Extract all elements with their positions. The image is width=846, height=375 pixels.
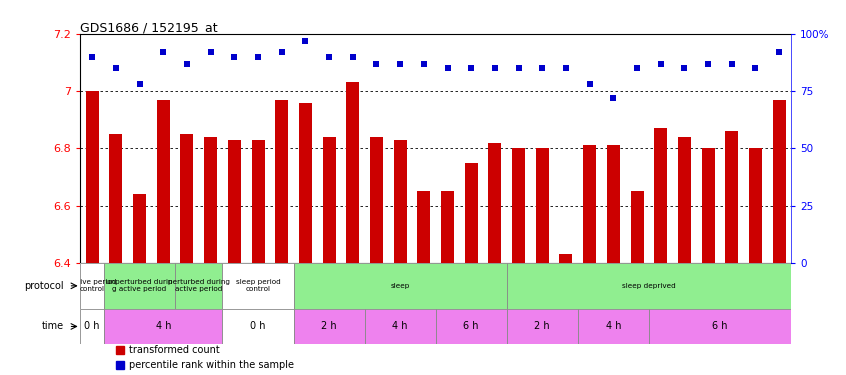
Point xyxy=(417,60,431,66)
Bar xyxy=(109,134,123,263)
Bar xyxy=(436,309,507,344)
Point xyxy=(536,65,549,71)
Bar xyxy=(370,137,383,263)
Bar xyxy=(578,309,649,344)
Text: 4 h: 4 h xyxy=(393,321,408,332)
Bar xyxy=(204,137,217,263)
Point xyxy=(109,65,123,71)
Point xyxy=(299,38,312,44)
Point xyxy=(607,95,620,101)
Bar xyxy=(80,263,104,309)
Point xyxy=(157,49,170,55)
Bar xyxy=(512,148,525,263)
Bar xyxy=(80,309,104,344)
Bar xyxy=(222,263,294,309)
Bar xyxy=(222,309,294,344)
Text: GDS1686 / 152195_at: GDS1686 / 152195_at xyxy=(80,21,218,34)
Bar xyxy=(116,345,124,354)
Point xyxy=(228,54,241,60)
Point xyxy=(488,65,502,71)
Bar xyxy=(649,309,791,344)
Point xyxy=(678,65,691,71)
Bar xyxy=(488,142,502,263)
Point xyxy=(204,49,217,55)
Point xyxy=(749,65,762,71)
Bar xyxy=(157,100,170,263)
Text: 4 h: 4 h xyxy=(156,321,171,332)
Text: sleep period
control: sleep period control xyxy=(236,279,280,292)
Point xyxy=(133,81,146,87)
Bar xyxy=(559,254,573,263)
Bar xyxy=(583,146,596,263)
Bar xyxy=(393,140,407,263)
Point xyxy=(772,49,786,55)
Text: 0 h: 0 h xyxy=(85,321,100,332)
Point xyxy=(441,65,454,71)
Bar xyxy=(294,309,365,344)
Text: protocol: protocol xyxy=(25,281,63,291)
Bar xyxy=(104,263,175,309)
Text: 0 h: 0 h xyxy=(250,321,266,332)
Point xyxy=(393,60,407,66)
Bar xyxy=(507,309,578,344)
Point xyxy=(346,54,360,60)
Bar xyxy=(630,191,644,263)
Bar xyxy=(607,146,620,263)
Bar xyxy=(536,148,549,263)
Bar xyxy=(175,263,222,309)
Point xyxy=(630,65,644,71)
Bar xyxy=(322,137,336,263)
Bar xyxy=(133,194,146,263)
Bar xyxy=(275,100,288,263)
Bar xyxy=(725,131,739,263)
Bar xyxy=(346,82,360,263)
Text: time: time xyxy=(41,321,63,332)
Bar xyxy=(116,361,124,369)
Bar xyxy=(507,263,791,309)
Bar xyxy=(749,148,762,263)
Bar xyxy=(701,148,715,263)
Bar xyxy=(180,134,194,263)
Point xyxy=(370,60,383,66)
Bar xyxy=(365,309,436,344)
Point xyxy=(322,54,336,60)
Bar xyxy=(228,140,241,263)
Bar xyxy=(294,263,507,309)
Bar xyxy=(772,100,786,263)
Text: perturbed during
active period: perturbed during active period xyxy=(168,279,230,292)
Point xyxy=(85,54,99,60)
Text: sleep deprived: sleep deprived xyxy=(622,283,676,289)
Bar xyxy=(678,137,691,263)
Point xyxy=(512,65,525,71)
Text: active period
control: active period control xyxy=(69,279,116,292)
Point xyxy=(654,60,667,66)
Bar xyxy=(251,140,265,263)
Bar xyxy=(299,102,312,263)
Text: percentile rank within the sample: percentile rank within the sample xyxy=(129,360,294,370)
Bar xyxy=(464,163,478,263)
Bar xyxy=(104,309,222,344)
Text: 6 h: 6 h xyxy=(712,321,728,332)
Bar xyxy=(85,91,99,263)
Text: unperturbed durin
g active period: unperturbed durin g active period xyxy=(107,279,173,292)
Point xyxy=(559,65,573,71)
Text: 2 h: 2 h xyxy=(535,321,550,332)
Text: transformed count: transformed count xyxy=(129,345,219,355)
Point xyxy=(583,81,596,87)
Point xyxy=(701,60,715,66)
Point xyxy=(180,60,194,66)
Point xyxy=(464,65,478,71)
Point xyxy=(251,54,265,60)
Text: 4 h: 4 h xyxy=(606,321,621,332)
Bar xyxy=(441,191,454,263)
Bar xyxy=(654,128,667,263)
Point xyxy=(275,49,288,55)
Text: 6 h: 6 h xyxy=(464,321,479,332)
Text: sleep: sleep xyxy=(391,283,409,289)
Text: 2 h: 2 h xyxy=(321,321,337,332)
Point xyxy=(725,60,739,66)
Bar xyxy=(417,191,431,263)
